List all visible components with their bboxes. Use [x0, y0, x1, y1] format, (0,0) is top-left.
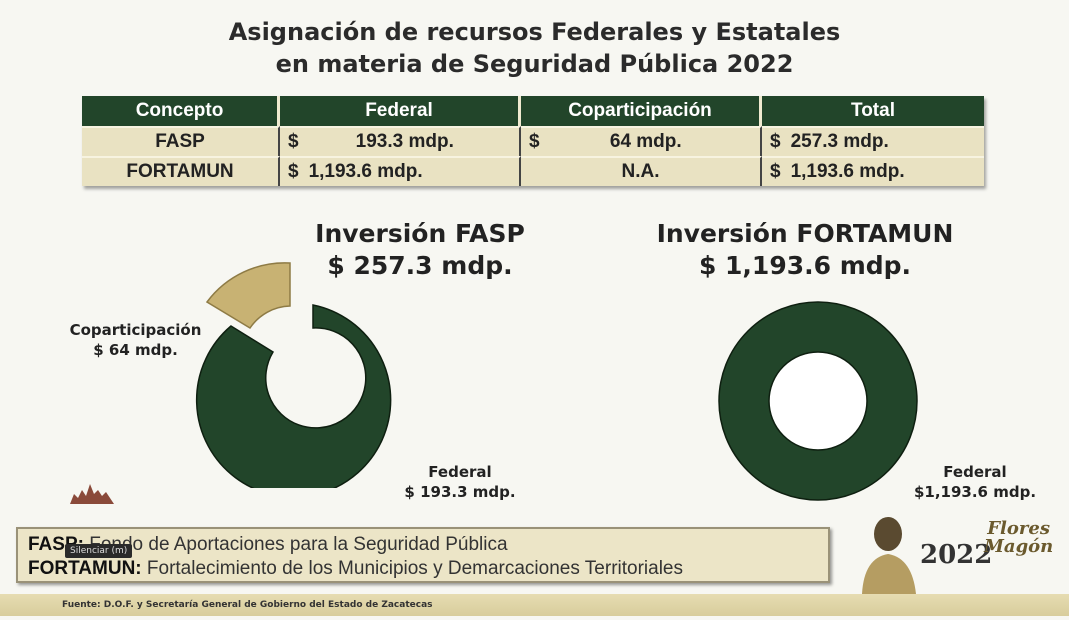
- amount: 257.3 mdp.: [790, 131, 889, 152]
- fasp-copart-label: Coparticipación $ 64 mdp.: [58, 320, 213, 360]
- cell-concepto: FASP: [82, 126, 280, 156]
- fasp-federal-label: Federal $ 193.3 mdp.: [395, 462, 525, 502]
- ring-hole: [768, 351, 868, 451]
- mute-tooltip: Silenciar (m): [65, 544, 133, 558]
- header-concepto: Concepto: [82, 96, 280, 126]
- fasp-amount: $ 257.3 mdp.: [327, 251, 513, 280]
- title-line-2: en materia de Seguridad Pública 2022: [275, 50, 794, 78]
- federal-value: $ 193.3 mdp.: [404, 483, 516, 501]
- fortamun-federal-label: Federal $1,193.6 mdp.: [905, 462, 1045, 502]
- fortamun-donut-chart: [718, 301, 918, 501]
- source-footer: Fuente: D.O.F. y Secretaría General de G…: [0, 594, 1069, 616]
- header-coparticipacion: Coparticipación: [521, 96, 762, 126]
- portrait-icon: [862, 517, 916, 594]
- fortamun-amount: $ 1,193.6 mdp.: [698, 251, 912, 280]
- fasp-donut-chart: [195, 262, 392, 488]
- logo-name-1: Flores: [987, 518, 1050, 539]
- ring-outline: [718, 301, 918, 501]
- cell-coparticipacion: $64 mdp.: [521, 126, 762, 156]
- legend-fortamun: FORTAMUN: Fortalecimiento de los Municip…: [28, 557, 818, 581]
- cell-concepto: FORTAMUN: [82, 156, 280, 186]
- copart-label: Coparticipación: [69, 321, 202, 339]
- table-header-row: Concepto Federal Coparticipación Total: [82, 96, 984, 126]
- legend-fasp: FASP: Fondo de Aportaciones para la Segu…: [28, 533, 818, 557]
- amount: 1,193.6 mdp.: [308, 161, 423, 182]
- fortamun-federal-ring: [719, 302, 917, 500]
- currency-sign: $: [288, 131, 299, 152]
- logo-year: 2022: [920, 540, 993, 570]
- cell-federal: $193.3 mdp.: [280, 126, 521, 156]
- acronym-legend: FASP: Fondo de Aportaciones para la Segu…: [16, 527, 830, 583]
- zacatecas-logo-icon: [70, 484, 114, 504]
- amount: 193.3 mdp.: [355, 131, 454, 152]
- table-row: FORTAMUN $1,193.6 mdp. N.A. $1,193.6 mdp…: [82, 156, 984, 186]
- table-row: FASP $193.3 mdp. $64 mdp. $257.3 mdp.: [82, 126, 984, 156]
- cell-federal: $1,193.6 mdp.: [280, 156, 521, 186]
- cell-total: $1,193.6 mdp.: [762, 156, 984, 186]
- slide-title: Asignación de recursos Federales y Estat…: [0, 16, 1069, 80]
- cell-coparticipacion: N.A.: [521, 156, 762, 186]
- cell-total: $257.3 mdp.: [762, 126, 984, 156]
- amount: 1,193.6 mdp.: [790, 161, 905, 182]
- fasp-coparticipacion-slice: [205, 262, 291, 330]
- federal-label: Federal: [428, 463, 492, 481]
- fortamun-abbr: FORTAMUN:: [28, 558, 142, 579]
- currency-sign: $: [529, 131, 540, 152]
- fasp-title: Inversión FASP: [315, 219, 525, 248]
- fortamun-chart-title: Inversión FORTAMUN $ 1,193.6 mdp.: [640, 218, 970, 282]
- fortamun-title: Inversión FORTAMUN: [656, 219, 954, 248]
- logo-name: Flores Magón: [984, 520, 1053, 556]
- logo-name-2: Magón: [984, 536, 1054, 557]
- title-line-1: Asignación de recursos Federales y Estat…: [228, 18, 841, 46]
- flores-magon-2022-logo: 2022 Flores Magón: [858, 508, 1058, 594]
- fasp-federal-slice: [195, 304, 392, 488]
- resources-table: Concepto Federal Coparticipación Total F…: [82, 96, 984, 186]
- currency-sign: $: [288, 161, 299, 182]
- federal-value: $1,193.6 mdp.: [913, 483, 1037, 501]
- currency-sign: $: [770, 131, 781, 152]
- fasp-chart-title: Inversión FASP $ 257.3 mdp.: [290, 218, 550, 282]
- federal-label: Federal: [943, 463, 1007, 481]
- header-total: Total: [762, 96, 984, 126]
- currency-sign: $: [770, 161, 781, 182]
- fasp-full: Fondo de Aportaciones para la Seguridad …: [83, 534, 508, 555]
- header-federal: Federal: [280, 96, 521, 126]
- copart-value: $ 64 mdp.: [93, 341, 178, 359]
- amount: 64 mdp.: [609, 131, 682, 152]
- fortamun-full: Fortalecimiento de los Municipios y Dema…: [141, 558, 683, 579]
